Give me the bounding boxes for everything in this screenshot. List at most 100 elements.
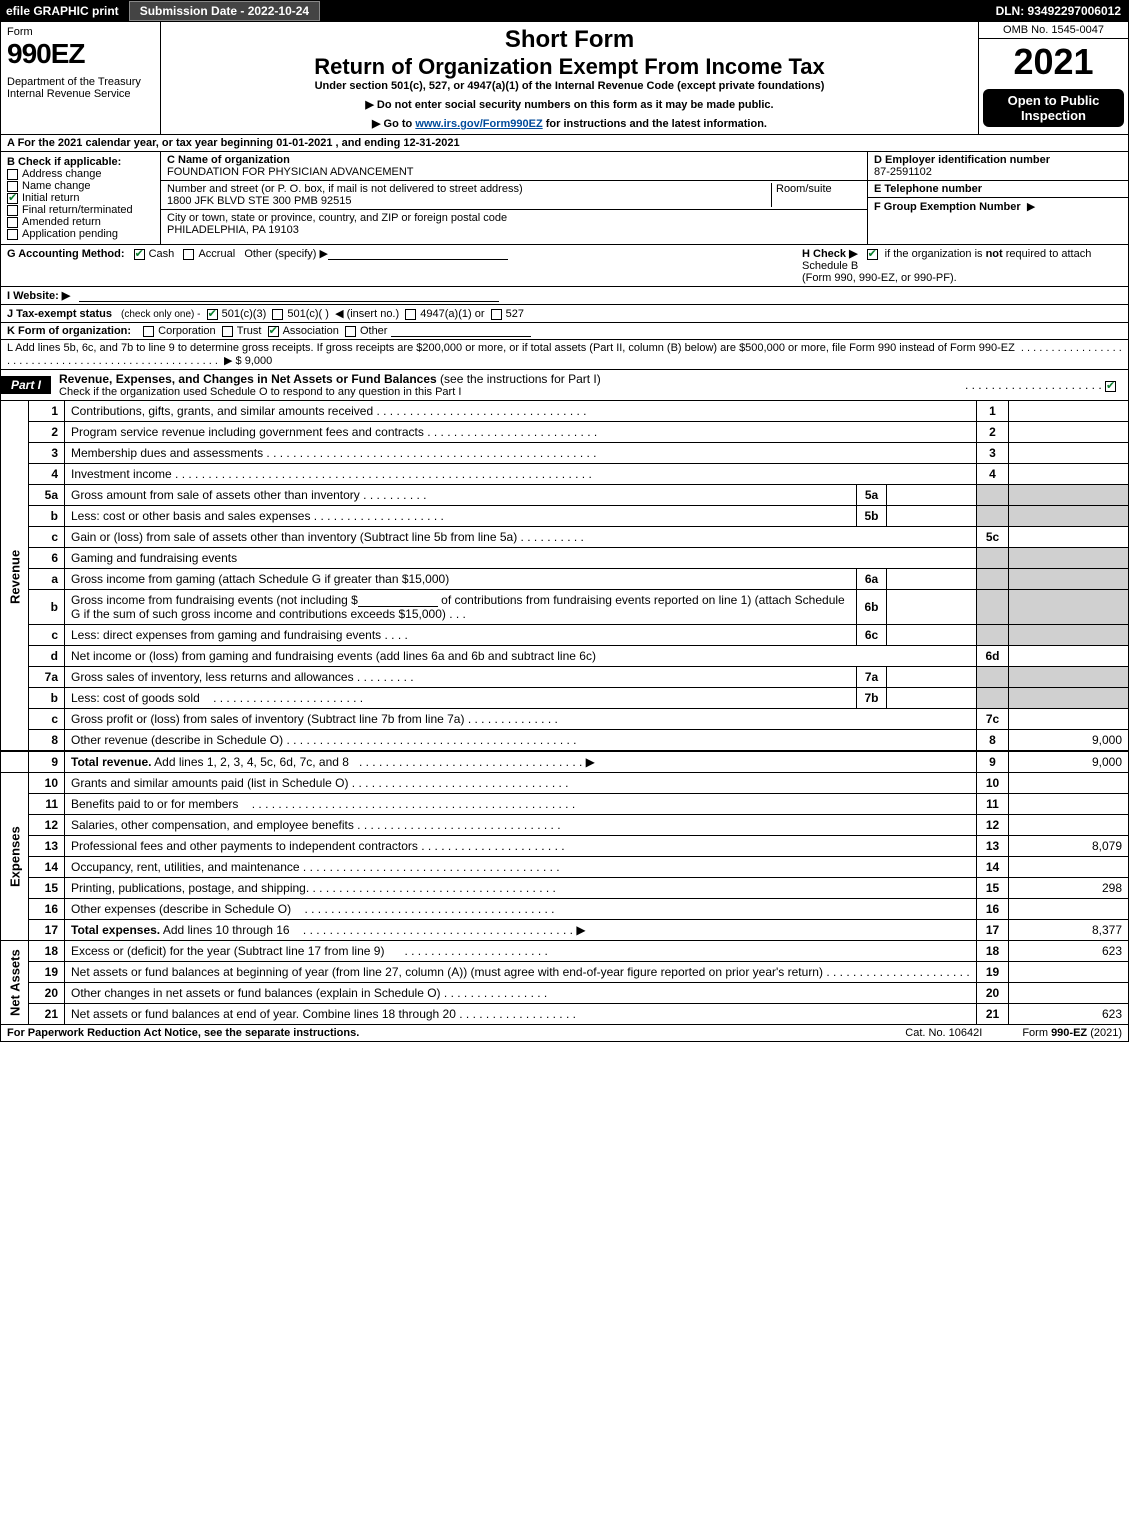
- tax-year: 2021: [979, 39, 1128, 85]
- chk-501c3[interactable]: [207, 309, 218, 320]
- goto-post: for instructions and the latest informat…: [543, 118, 767, 130]
- f-cell: F Group Exemption Number ▶: [868, 198, 1128, 215]
- form-header: Form 990EZ Department of the Treasury In…: [0, 22, 1129, 135]
- chk-corp[interactable]: [143, 326, 154, 337]
- chk-527[interactable]: [491, 309, 502, 320]
- row-3: 3 Membership dues and assessments . . . …: [1, 443, 1129, 464]
- website-line[interactable]: [79, 290, 499, 302]
- row-21: 21 Net assets or fund balances at end of…: [1, 1004, 1129, 1025]
- row-19: 19 Net assets or fund balances at beginn…: [1, 962, 1129, 983]
- g-label: G Accounting Method:: [7, 248, 125, 260]
- org-name: FOUNDATION FOR PHYSICIAN ADVANCEMENT: [167, 166, 414, 178]
- line-g-h: G Accounting Method: Cash Accrual Other …: [0, 245, 1129, 287]
- l-value: 9,000: [245, 355, 273, 367]
- revenue-label: Revenue: [1, 401, 29, 751]
- header-left: Form 990EZ Department of the Treasury In…: [1, 22, 161, 134]
- city-label: City or town, state or province, country…: [167, 212, 507, 224]
- 6b-blank[interactable]: [358, 595, 438, 607]
- chk-accrual[interactable]: [183, 249, 194, 260]
- chk-other-org[interactable]: [345, 326, 356, 337]
- row-18: Net Assets 18 Excess or (deficit) for th…: [1, 941, 1129, 962]
- dln: DLN: 93492297006012: [988, 2, 1129, 20]
- h-block: H Check ▶ if the organization is not req…: [802, 247, 1122, 284]
- goto-pre: Go to: [384, 118, 416, 130]
- j-sub: (check only one) -: [121, 309, 200, 320]
- part1-tag: Part I: [1, 376, 51, 394]
- financial-table: Revenue 1 Contributions, gifts, grants, …: [0, 401, 1129, 1025]
- chk-amended-return[interactable]: Amended return: [7, 216, 154, 228]
- submission-date: Submission Date - 2022-10-24: [129, 1, 320, 21]
- chk-assoc[interactable]: [268, 326, 279, 337]
- f-label: F Group Exemption Number: [874, 201, 1021, 213]
- open-public-badge: Open to Public Inspection: [983, 89, 1124, 127]
- j-label: J Tax-exempt status: [7, 308, 112, 320]
- row-10: Expenses 10 Grants and similar amounts p…: [1, 773, 1129, 794]
- form-number: 990EZ: [7, 38, 154, 70]
- row-7b: b Less: cost of goods sold . . . . . . .…: [1, 688, 1129, 709]
- c-name-label: C Name of organization: [167, 154, 290, 166]
- row-5a: 5a Gross amount from sale of assets othe…: [1, 485, 1129, 506]
- row-5c: c Gain or (loss) from sale of assets oth…: [1, 527, 1129, 548]
- b-title: B Check if applicable:: [7, 156, 154, 168]
- g-block: G Accounting Method: Cash Accrual Other …: [7, 247, 802, 260]
- row-6c: c Less: direct expenses from gaming and …: [1, 625, 1129, 646]
- row-1: Revenue 1 Contributions, gifts, grants, …: [1, 401, 1129, 422]
- chk-schedule-o[interactable]: [1105, 381, 1116, 392]
- row-17: 17 Total expenses. Add lines 10 through …: [1, 920, 1129, 941]
- chk-cash[interactable]: [134, 249, 145, 260]
- dept-treasury: Department of the Treasury: [7, 76, 154, 88]
- chk-name-change[interactable]: Name change: [7, 180, 154, 192]
- c-city-cell: City or town, state or province, country…: [161, 210, 867, 238]
- col-c: C Name of organization FOUNDATION FOR PH…: [161, 152, 868, 244]
- part1-endchk: . . . . . . . . . . . . . . . . . . . . …: [965, 378, 1128, 392]
- col-b: B Check if applicable: Address change Na…: [1, 152, 161, 244]
- chk-final-return[interactable]: Final return/terminated: [7, 204, 154, 216]
- irs-link[interactable]: www.irs.gov/Form990EZ: [415, 118, 542, 130]
- i-label: I Website: ▶: [7, 290, 70, 302]
- other-specify-line[interactable]: [328, 248, 508, 260]
- header-mid: Short Form Return of Organization Exempt…: [161, 22, 978, 134]
- row-7a: 7a Gross sales of inventory, less return…: [1, 667, 1129, 688]
- irs-label: Internal Revenue Service: [7, 88, 154, 100]
- row-20: 20 Other changes in net assets or fund b…: [1, 983, 1129, 1004]
- other-org-line[interactable]: [391, 325, 531, 337]
- header-right: OMB No. 1545-0047 2021 Open to Public In…: [978, 22, 1128, 134]
- row-9: 9 Total revenue. Add lines 1, 2, 3, 4, 5…: [1, 751, 1129, 773]
- row-6d: d Net income or (loss) from gaming and f…: [1, 646, 1129, 667]
- chk-trust[interactable]: [222, 326, 233, 337]
- row-6a: a Gross income from gaming (attach Sched…: [1, 569, 1129, 590]
- d-cell: D Employer identification number 87-2591…: [868, 152, 1128, 181]
- page-footer: For Paperwork Reduction Act Notice, see …: [0, 1025, 1129, 1042]
- section-bcdef: B Check if applicable: Address change Na…: [0, 152, 1129, 245]
- chk-4947[interactable]: [405, 309, 416, 320]
- e-label: E Telephone number: [874, 183, 982, 195]
- ein-value: 87-2591102: [874, 166, 932, 178]
- short-form-title: Short Form: [169, 26, 970, 54]
- l-arrow: ▶ $: [224, 355, 242, 367]
- return-title: Return of Organization Exempt From Incom…: [169, 54, 970, 80]
- chk-initial-return[interactable]: Initial return: [7, 192, 154, 204]
- row-6: 6 Gaming and fundraising events: [1, 548, 1129, 569]
- d-label: D Employer identification number: [874, 154, 1050, 166]
- col-def: D Employer identification number 87-2591…: [868, 152, 1128, 244]
- row-16: 16 Other expenses (describe in Schedule …: [1, 899, 1129, 920]
- l-text: L Add lines 5b, 6c, and 7b to line 9 to …: [7, 342, 1015, 354]
- k-label: K Form of organization:: [7, 325, 131, 337]
- expenses-label: Expenses: [1, 773, 29, 941]
- c-name-cell: C Name of organization FOUNDATION FOR PH…: [161, 152, 867, 181]
- chk-address-change[interactable]: Address change: [7, 168, 154, 180]
- row-15: 15 Printing, publications, postage, and …: [1, 878, 1129, 899]
- topbar: efile GRAPHIC print Submission Date - 20…: [0, 0, 1129, 22]
- line-j: J Tax-exempt status (check only one) - 5…: [0, 305, 1129, 323]
- chk-h[interactable]: [867, 249, 878, 260]
- f-arrow: ▶: [1027, 201, 1035, 213]
- form-word: Form: [7, 26, 154, 38]
- line-i: I Website: ▶: [0, 287, 1129, 305]
- row-4: 4 Investment income . . . . . . . . . . …: [1, 464, 1129, 485]
- row-12: 12 Salaries, other compensation, and emp…: [1, 815, 1129, 836]
- row-14: 14 Occupancy, rent, utilities, and maint…: [1, 857, 1129, 878]
- chk-application-pending[interactable]: Application pending: [7, 228, 154, 240]
- chk-501c[interactable]: [272, 309, 283, 320]
- part1-bar: Part I Revenue, Expenses, and Changes in…: [0, 370, 1129, 401]
- row-2: 2 Program service revenue including gove…: [1, 422, 1129, 443]
